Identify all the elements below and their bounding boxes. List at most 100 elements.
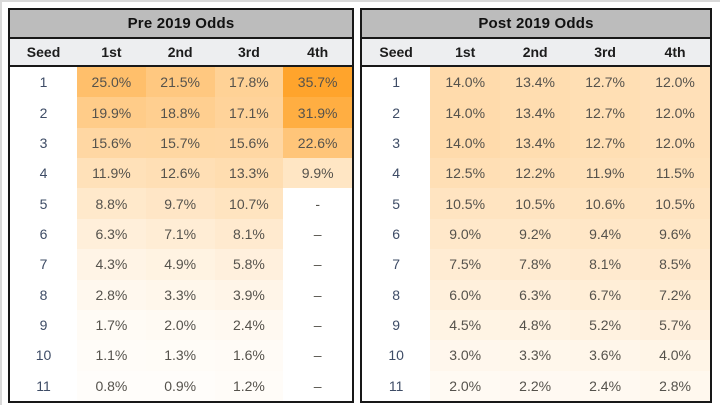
- table-header-row: Seed 1st 2nd 3rd 4th: [10, 39, 352, 67]
- table-row: 1 14.0% 13.4% 12.7% 12.0%: [362, 67, 711, 98]
- odds-cell: 12.5%: [430, 158, 501, 189]
- seed-cell: 10: [362, 340, 431, 371]
- odds-cell: 5.7%: [640, 309, 711, 341]
- seed-cell: 4: [10, 158, 78, 189]
- odds-cell: –: [283, 309, 353, 341]
- odds-cell: 19.9%: [77, 97, 146, 128]
- odds-cell: 17.8%: [214, 67, 284, 98]
- odds-cell: 18.8%: [145, 97, 215, 128]
- table-row: 5 8.8% 9.7% 10.7% -: [10, 188, 353, 219]
- odds-cell: 1.3%: [145, 340, 215, 371]
- odds-cell: 9.0%: [430, 218, 501, 250]
- odds-cell: 12.7%: [570, 67, 641, 98]
- odds-cell: 5.2%: [570, 309, 641, 341]
- odds-cell: 12.6%: [145, 158, 215, 189]
- table-row: 11 0.8% 0.9% 1.2% –: [10, 370, 353, 401]
- table-row: 7 4.3% 4.9% 5.8% –: [10, 249, 353, 280]
- odds-cell: 9.9%: [283, 158, 353, 189]
- seed-cell: 7: [362, 249, 431, 280]
- odds-cell: 2.0%: [430, 370, 501, 401]
- odds-cell: 3.3%: [145, 279, 215, 310]
- odds-cell: 10.5%: [640, 188, 711, 219]
- odds-cell: 13.4%: [500, 67, 571, 98]
- odds-cell: 8.1%: [214, 218, 284, 250]
- odds-cell: 2.0%: [145, 309, 215, 341]
- column-header-3rd: 3rd: [594, 44, 616, 60]
- seed-cell: 2: [10, 97, 78, 128]
- odds-cell: 10.5%: [500, 188, 571, 219]
- seed-cell: 11: [10, 370, 78, 401]
- odds-cell: 2.2%: [500, 370, 571, 401]
- odds-cell: 1.1%: [77, 340, 146, 371]
- seed-cell: 2: [362, 97, 431, 128]
- page-left-edge: [0, 0, 2, 405]
- seed-cell: 6: [10, 218, 78, 250]
- odds-cell: 2.4%: [214, 309, 284, 341]
- odds-cell: 8.5%: [640, 249, 711, 280]
- odds-cell: 7.2%: [640, 279, 711, 310]
- column-header-seed: Seed: [379, 44, 413, 60]
- odds-cell: 10.7%: [214, 188, 284, 219]
- odds-cell: 9.4%: [570, 218, 641, 250]
- table-row: 5 10.5% 10.5% 10.6% 10.5%: [362, 188, 711, 219]
- odds-cell: –: [283, 340, 353, 371]
- odds-cell: -: [283, 188, 353, 219]
- table-title: Pre 2019 Odds: [10, 10, 352, 39]
- seed-cell: 4: [362, 158, 431, 189]
- odds-cell: 12.2%: [500, 158, 571, 189]
- odds-cell: 1.6%: [214, 340, 284, 371]
- table-title: Post 2019 Odds: [362, 10, 710, 39]
- seed-cell: 10: [10, 340, 78, 371]
- odds-cell: 35.7%: [283, 67, 353, 98]
- odds-cell: 4.8%: [500, 309, 571, 341]
- column-header-3rd: 3rd: [238, 44, 260, 60]
- column-header-4th: 4th: [664, 44, 686, 60]
- odds-cell: 6.0%: [430, 279, 501, 310]
- table-row: 2 14.0% 13.4% 12.7% 12.0%: [362, 97, 711, 128]
- table-header-row: Seed 1st 2nd 3rd 4th: [362, 39, 710, 67]
- table-body: 1 25.0% 21.5% 17.8% 35.7% 2 19.9% 18.8% 17.1% 3 1.…: [10, 67, 353, 401]
- column-header-1st: 1st: [455, 44, 476, 60]
- table-row: 9 4.5% 4.8% 5.2% 5.7%: [362, 309, 711, 341]
- seed-cell: 9: [10, 309, 78, 341]
- table-row: 3 15.6% 15.7% 15.6% 22.6%: [10, 127, 353, 159]
- pre-2019-odds-table: Pre 2019 Odds Seed 1st 2nd 3rd 4th 1 25.0…: [8, 8, 354, 403]
- odds-cell: 13.4%: [500, 127, 571, 159]
- odds-cell: 10.6%: [570, 188, 641, 219]
- odds-cell: 2.4%: [570, 370, 641, 401]
- odds-cell: 12.0%: [640, 67, 711, 98]
- odds-cell: 13.3%: [214, 158, 284, 189]
- seed-cell: 9: [362, 309, 431, 341]
- odds-cell: 15.6%: [214, 127, 284, 159]
- seed-cell: 11: [362, 370, 431, 401]
- odds-cell: 12.0%: [640, 97, 711, 128]
- table-row: 8 2.8% 3.3% 3.9% –: [10, 279, 353, 310]
- odds-cell: 11.9%: [77, 158, 146, 189]
- table-row: 4 11.9% 12.6% 13.3% 9.9%: [10, 158, 353, 189]
- seed-cell: 1: [10, 67, 78, 98]
- odds-cell: 8.1%: [570, 249, 641, 280]
- seed-cell: 3: [10, 127, 78, 159]
- odds-cell: 3.3%: [500, 340, 571, 371]
- odds-cell: 4.3%: [77, 249, 146, 280]
- odds-cell: 15.6%: [77, 127, 146, 159]
- odds-cell: 1.2%: [214, 370, 284, 401]
- odds-cell: 5.8%: [214, 249, 284, 280]
- odds-cell: 7.5%: [430, 249, 501, 280]
- seed-cell: 5: [362, 188, 431, 219]
- odds-cell: 17.1%: [214, 97, 284, 128]
- seed-cell: 8: [362, 279, 431, 310]
- odds-cell: 0.8%: [77, 370, 146, 401]
- table-row: 10 3.0% 3.3% 3.6% 4.0%: [362, 340, 711, 371]
- odds-cell: 21.5%: [145, 67, 215, 98]
- odds-cell: 4.9%: [145, 249, 215, 280]
- odds-cell: 7.8%: [500, 249, 571, 280]
- seed-cell: 8: [10, 279, 78, 310]
- odds-cell: 13.4%: [500, 97, 571, 128]
- odds-cell: 8.8%: [77, 188, 146, 219]
- odds-cell: 12.0%: [640, 127, 711, 159]
- table-row: 8 6.0% 6.3% 6.7% 7.2%: [362, 279, 711, 310]
- odds-cell: 25.0%: [77, 67, 146, 98]
- column-header-4th: 4th: [307, 44, 329, 60]
- seed-cell: 5: [10, 188, 78, 219]
